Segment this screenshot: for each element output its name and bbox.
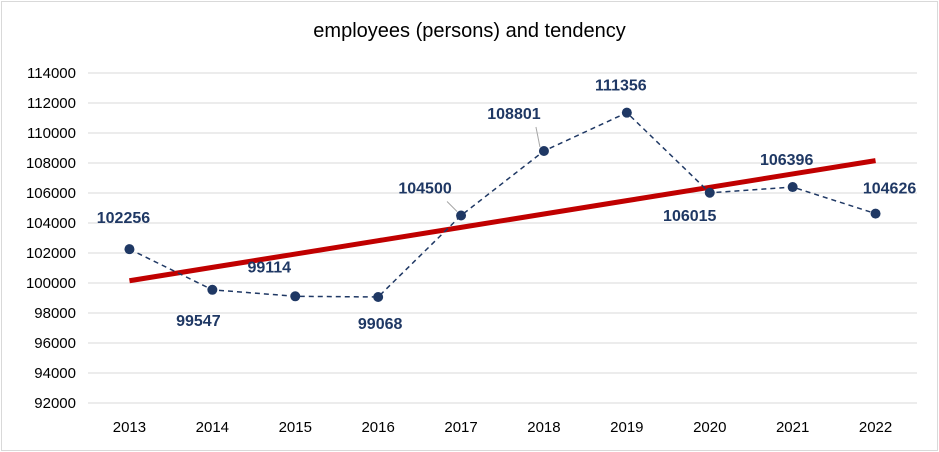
x-tick-label: 2020 xyxy=(693,419,726,436)
leader-line xyxy=(446,201,458,212)
leader-line xyxy=(535,126,541,148)
y-tick-label: 94000 xyxy=(34,365,76,382)
chart-title: employees (persons) and tendency xyxy=(313,20,626,42)
data-label: 104626 xyxy=(863,181,916,198)
x-tick-label: 2013 xyxy=(113,419,146,436)
x-tick-label: 2021 xyxy=(776,419,809,436)
data-point xyxy=(704,187,715,198)
data-label: 106396 xyxy=(760,152,813,169)
x-tick-label: 2019 xyxy=(610,419,643,436)
y-tick-label: 96000 xyxy=(34,335,76,352)
data-label: 106015 xyxy=(663,208,716,225)
x-tick-label: 2017 xyxy=(444,419,477,436)
y-tick-label: 110000 xyxy=(27,125,76,142)
data-point xyxy=(456,210,467,221)
x-tick-label: 2022 xyxy=(859,419,892,436)
y-tick-label: 106000 xyxy=(26,185,76,202)
y-tick-label: 112000 xyxy=(27,95,76,112)
data-point xyxy=(787,182,798,193)
trendline xyxy=(129,158,876,284)
data-label: 104500 xyxy=(398,181,451,198)
y-tick-label: 98000 xyxy=(34,305,76,322)
data-point xyxy=(538,145,549,156)
y-tick-label: 100000 xyxy=(26,275,76,292)
data-label: 99547 xyxy=(176,313,221,330)
data-point xyxy=(124,244,135,255)
y-tick-label: 114000 xyxy=(27,65,76,82)
data-point xyxy=(870,208,881,219)
data-label: 111356 xyxy=(595,78,647,95)
y-tick-label: 108000 xyxy=(26,155,76,172)
data-point xyxy=(621,107,632,118)
x-tick-label: 2018 xyxy=(527,419,560,436)
y-tick-label: 104000 xyxy=(26,215,76,232)
y-tick-label: 102000 xyxy=(26,245,76,262)
data-point xyxy=(290,291,301,302)
x-tick-label: 2015 xyxy=(279,419,312,436)
y-tick-label: 92000 xyxy=(34,395,76,412)
data-label: 99068 xyxy=(358,316,403,333)
series-line xyxy=(129,111,876,298)
data-label: 108801 xyxy=(487,106,540,123)
data-label: 102256 xyxy=(97,210,150,227)
data-label: 99114 xyxy=(247,259,291,276)
x-tick-label: 2016 xyxy=(361,419,394,436)
x-tick-label: 2014 xyxy=(196,419,229,436)
data-point xyxy=(207,284,218,295)
data-point xyxy=(373,291,384,302)
